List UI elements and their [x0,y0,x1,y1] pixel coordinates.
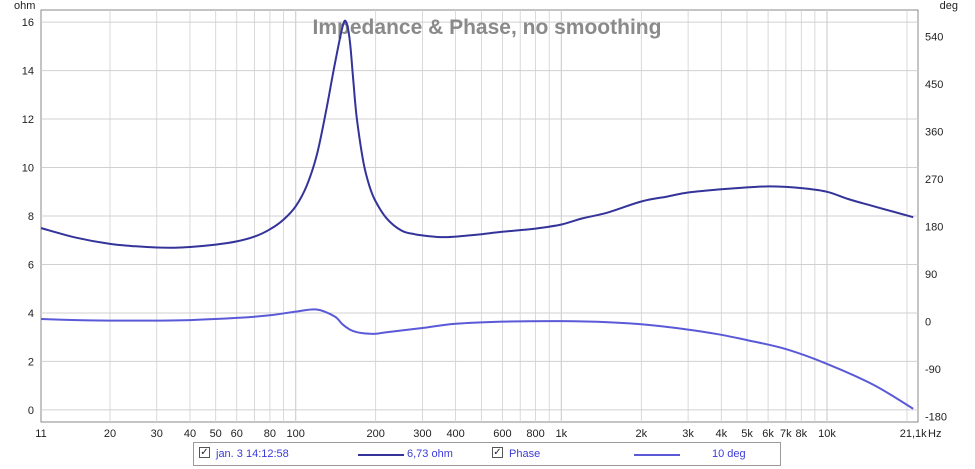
x-tick-label: 40 [184,428,196,440]
x-tick-label: 1k [556,428,568,440]
axis-layer: 11 20 30 40 50 60 80 100 200 300 400 600 800 1k 2k 3k 4k… [22,17,947,440]
legend: ✓ jan. 3 14:12:58 6,73 ohm ✓ Phase 10 de… [193,442,781,466]
x-tick-label: 200 [366,428,384,440]
x-tick-label: 600 [493,428,511,440]
x-tick-label: 30 [151,428,163,440]
y-right-tick-label: 180 [925,222,943,234]
x-tick-label: 7k [780,428,792,440]
impedance-value: 6,73 ohm [407,448,453,460]
y-left-tick-label: 10 [22,163,34,175]
x-unit-label: Hz [928,428,941,440]
measurement-label: jan. 3 14:12:58 [216,448,289,460]
y-left-tick-label: 2 [28,356,34,368]
y-left-tick-label: 14 [22,66,34,78]
phase-swatch [634,454,680,456]
y-left-unit-label: ohm [14,0,35,12]
phase-value: 10 deg [712,448,746,460]
x-tick-label: 4k [715,428,727,440]
x-tick-label: 50 [210,428,222,440]
x-tick-label: 21,1k [900,428,927,440]
y-right-unit-label: deg [940,0,958,12]
x-tick-label: 20 [104,428,116,440]
x-tick-label: 100 [286,428,304,440]
y-right-tick-label: 270 [925,174,943,186]
x-tick-label: 60 [231,428,243,440]
y-left-tick-label: 4 [28,308,34,320]
x-tick-label: 400 [446,428,464,440]
y-right-tick-label: -180 [925,412,947,424]
y-left-tick-label: 0 [28,405,34,417]
phase-checkbox[interactable]: ✓ [492,447,503,458]
y-left-tick-label: 16 [22,17,34,29]
x-tick-label: 80 [264,428,276,440]
x-tick-label: 300 [413,428,431,440]
phase-label: Phase [509,448,541,460]
y-left-tick-label: 6 [28,259,34,271]
x-tick-label: 10k [818,428,836,440]
impedance-line [40,19,914,249]
y-right-tick-label: 360 [925,126,943,138]
y-right-tick-label: 540 [925,31,943,43]
y-right-tick-label: 0 [925,317,931,329]
grid-layer [40,9,919,423]
y-right-tick-label: -90 [925,364,941,376]
chart-title: Impedance & Phase, no smoothing [313,16,662,39]
x-tick-label: 3k [682,428,694,440]
x-tick-label: 2k [636,428,648,440]
phase-line [40,308,914,410]
x-tick-label: 8k [795,428,807,440]
y-right-tick-label: 450 [925,79,943,91]
x-tick-label: 6k [762,428,774,440]
x-tick-label: 5k [741,428,753,440]
series-layer [40,19,914,410]
measurement-checkbox[interactable]: ✓ [199,447,210,458]
x-tick-label: 800 [526,428,544,440]
x-tick-label: 11 [35,428,46,440]
impedance-swatch [358,454,404,456]
y-right-tick-label: 90 [925,269,937,281]
y-left-tick-label: 8 [28,211,34,223]
y-left-tick-label: 12 [22,114,34,126]
